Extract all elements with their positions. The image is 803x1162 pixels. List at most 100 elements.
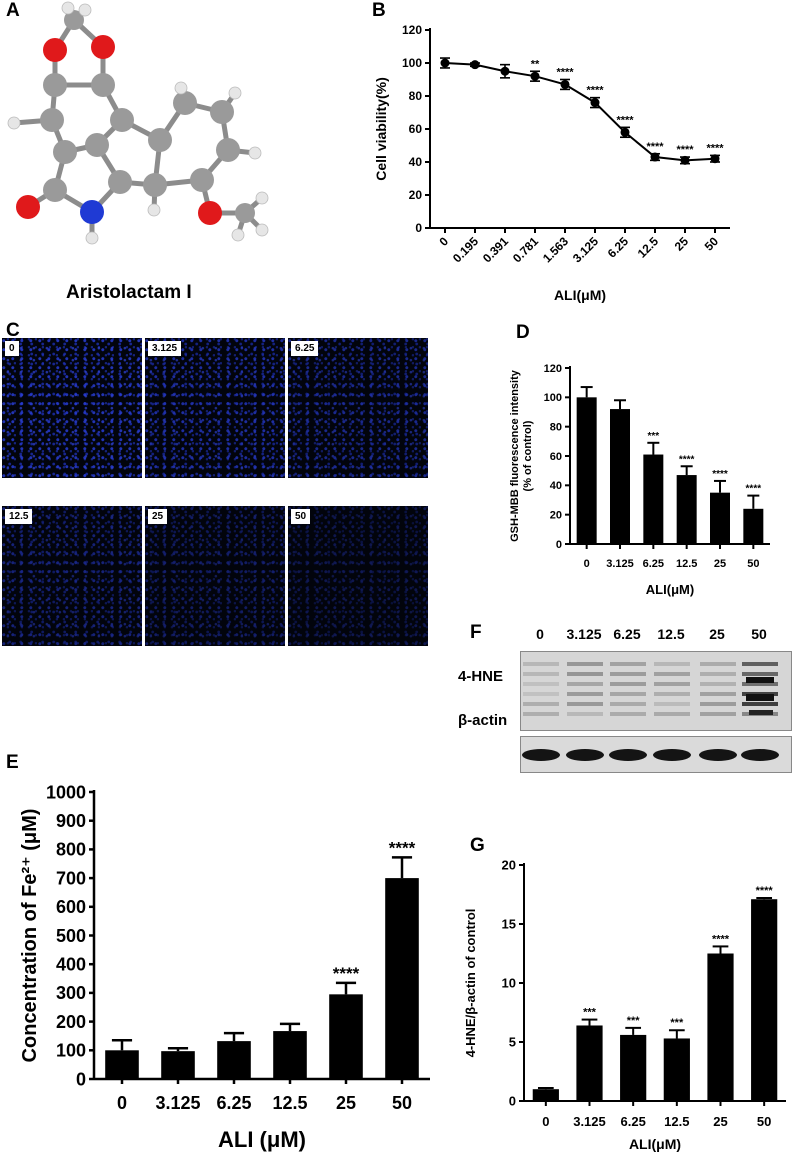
blot-band (523, 702, 559, 706)
series-line (445, 63, 715, 160)
y-tick-label: 0 (556, 539, 562, 551)
blot-band (567, 702, 603, 706)
lane-label: 3.125 (566, 626, 601, 642)
y-tick-label: 800 (56, 840, 86, 860)
x-tick-label: 0 (117, 1093, 127, 1113)
data-point (471, 60, 480, 69)
y-tick-label: 5 (509, 1035, 516, 1050)
blot-band (654, 702, 690, 706)
blot-band (749, 710, 773, 715)
x-axis-label: ALI(μM) (629, 1136, 681, 1152)
blot-band (700, 672, 736, 676)
x-tick-label: 25 (714, 558, 726, 570)
blot-band (610, 672, 646, 676)
y-tick-label: 80 (409, 89, 423, 103)
lane-label: 6.25 (613, 626, 640, 642)
y-tick-label: 60 (409, 122, 423, 136)
blot-band (522, 749, 560, 761)
y-tick-label: 0 (509, 1094, 516, 1109)
data-point (561, 80, 570, 89)
blot-band (567, 672, 603, 676)
x-tick-label: 25 (672, 234, 692, 254)
x-tick-label: 50 (392, 1093, 412, 1113)
y-tick-label: 1000 (46, 782, 86, 802)
y-tick-label: 0 (76, 1069, 86, 1089)
significance-label: **** (389, 838, 416, 857)
blot-band (742, 672, 778, 676)
x-tick-label: 50 (747, 558, 759, 570)
blot-band (654, 662, 690, 666)
data-point (441, 59, 450, 68)
y-tick-label: 0 (415, 221, 422, 235)
chart-e-fe2: 010020030040050060070080090010000 3.125 6.… (0, 755, 450, 1160)
fluorescence-image: 25 (145, 506, 285, 646)
x-tick-label: 25 (336, 1093, 356, 1113)
blot-band (610, 682, 646, 686)
bar (610, 409, 630, 544)
data-point (501, 67, 510, 76)
blot-band (523, 692, 559, 696)
lane-label: 25 (709, 626, 725, 642)
bar (743, 509, 763, 544)
y-axis-label: Cell viability(%) (373, 77, 389, 180)
x-tick-label: 6.25 (621, 1114, 646, 1129)
blot-band (742, 662, 778, 666)
x-tick-label: 0.195 (450, 234, 481, 265)
y-tick-label: 700 (56, 868, 86, 888)
blot-band (610, 702, 646, 706)
bar (677, 475, 697, 544)
significance-label: **** (756, 885, 774, 897)
y-tick-label: 120 (402, 23, 422, 37)
x-tick-label: 3.125 (573, 1114, 606, 1129)
fluorescence-image-label: 25 (148, 509, 167, 524)
data-point (531, 72, 540, 81)
x-tick-label: 25 (713, 1114, 727, 1129)
x-tick-label: 3.125 (570, 234, 601, 265)
blot-band (523, 682, 559, 686)
x-tick-label: 50 (757, 1114, 771, 1129)
chart-d-gsh-mbb: 0204060801001200 3.125 6.25 12.5 25 50*******… (500, 340, 800, 610)
fluorescence-image: 6.25 (288, 338, 428, 478)
blot-band (700, 702, 736, 706)
blot-band (700, 712, 736, 716)
significance-label: **** (679, 454, 695, 465)
fluorescence-signal (2, 338, 142, 478)
blot-band (700, 662, 736, 666)
significance-label: **** (616, 114, 634, 126)
blot-band (567, 682, 603, 686)
fluorescence-image-label: 3.125 (148, 341, 181, 356)
x-tick-label: 12.5 (272, 1093, 307, 1113)
y-tick-label: 10 (502, 976, 516, 991)
data-point (711, 154, 720, 163)
y-tick-label: 120 (544, 363, 562, 375)
y-tick-label: 40 (409, 155, 423, 169)
significance-label: *** (670, 1017, 684, 1029)
bar (161, 1051, 195, 1079)
x-axis-label: ALI(μM) (646, 582, 694, 597)
significance-label: *** (647, 431, 659, 442)
fluorescence-signal (288, 506, 428, 646)
x-tick-label: 6.25 (643, 558, 664, 570)
fluorescence-signal (288, 338, 428, 478)
x-tick-label: 6.25 (216, 1093, 251, 1113)
bar (329, 994, 363, 1079)
x-tick-label: 12.5 (635, 234, 662, 261)
y-tick-label: 20 (550, 510, 562, 522)
fluorescence-image-label: 12.5 (5, 509, 32, 524)
significance-label: **** (712, 469, 728, 480)
x-tick-label: 1.563 (540, 234, 571, 265)
significance-label: **** (556, 67, 574, 79)
fluorescence-image-label: 50 (291, 509, 310, 524)
fluorescence-image: 12.5 (2, 506, 142, 646)
x-tick-label: 12.5 (676, 558, 697, 570)
significance-label: *** (627, 1015, 641, 1027)
bar (707, 954, 733, 1102)
bar (385, 878, 419, 1079)
fluorescence-signal (2, 506, 142, 646)
lane-label: 0 (536, 626, 544, 642)
y-axis-label: GSH-MBB fluorescence intensity (509, 369, 521, 542)
y-tick-label: 15 (502, 917, 516, 932)
blot-band (567, 692, 603, 696)
molecule-structure (0, 0, 280, 260)
fluorescence-image-label: 0 (5, 341, 19, 356)
